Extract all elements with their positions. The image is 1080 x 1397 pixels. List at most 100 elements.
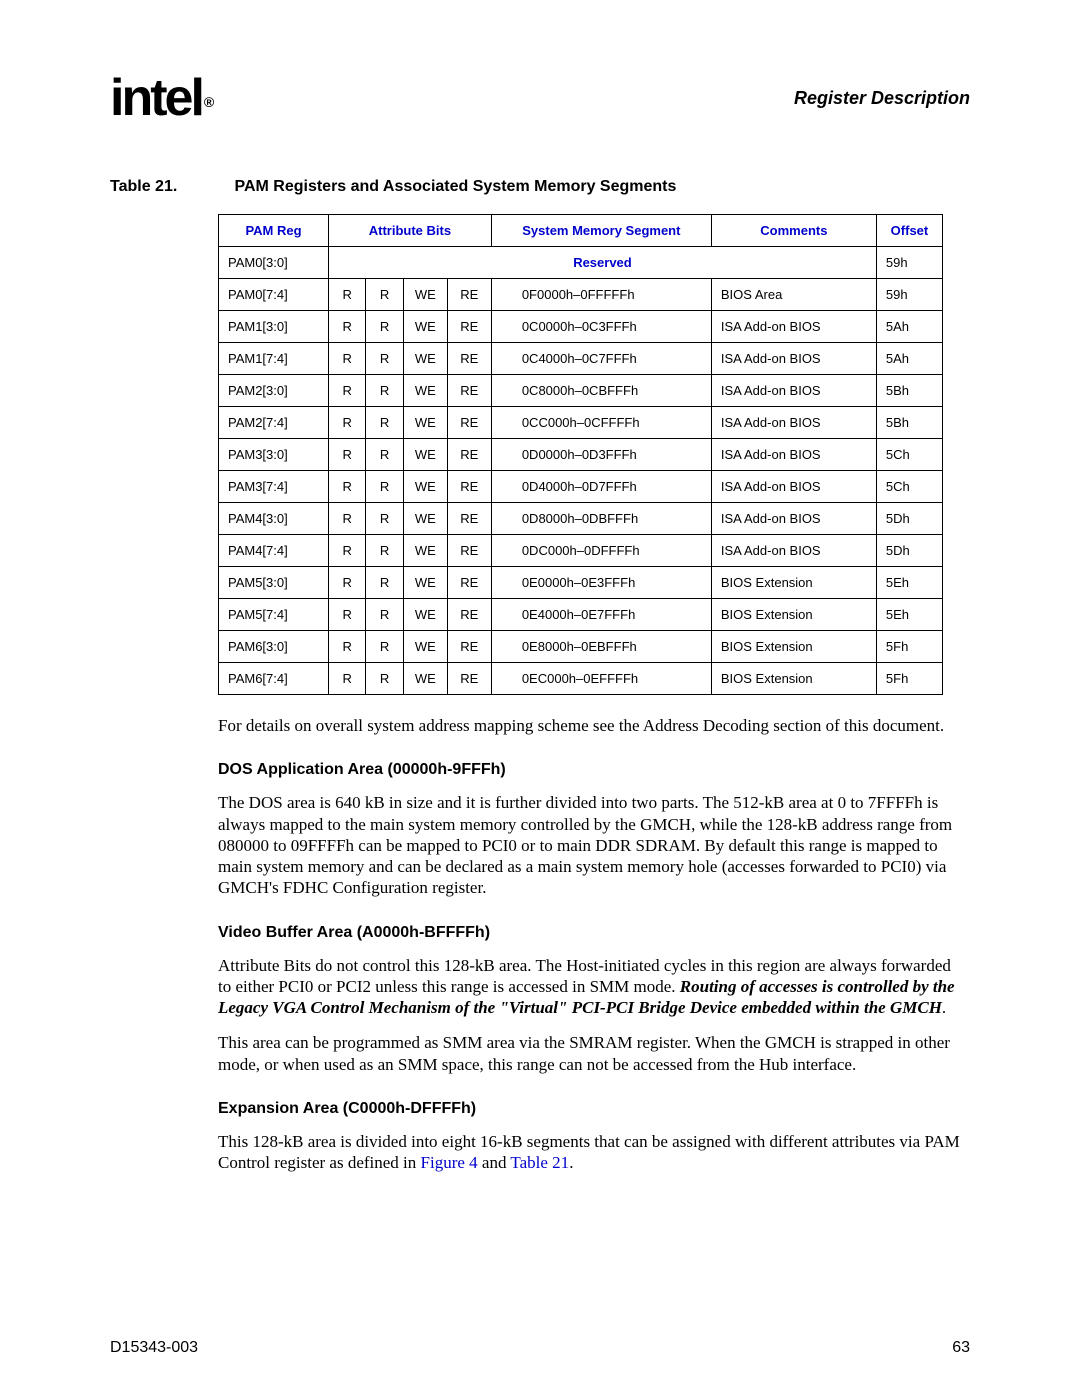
- text: This 128-kB area is divided into eight 1…: [218, 1132, 960, 1172]
- table-row: PAM0[3:0]Reserved59h: [219, 247, 943, 279]
- cell-attr: WE: [403, 439, 447, 471]
- cell-offset: 5Fh: [876, 663, 942, 695]
- body-text: For details on overall system address ma…: [218, 715, 963, 1173]
- cell-attr: R: [366, 407, 403, 439]
- table-body: PAM0[3:0]Reserved59hPAM0[7:4]RRWERE0F000…: [219, 247, 943, 695]
- cell-attr: R: [329, 471, 366, 503]
- cell-attr: R: [329, 567, 366, 599]
- cell-reg: PAM6[7:4]: [219, 663, 329, 695]
- cell-comments: BIOS Extension: [711, 599, 876, 631]
- cell-offset: 5Eh: [876, 599, 942, 631]
- cell-segment: 0E0000h–0E3FFFh: [491, 567, 711, 599]
- cell-segment: 0D0000h–0D3FFFh: [491, 439, 711, 471]
- cell-attr: R: [329, 375, 366, 407]
- cell-reg: PAM4[7:4]: [219, 535, 329, 567]
- cell-comments: ISA Add-on BIOS: [711, 375, 876, 407]
- cell-attr: RE: [447, 535, 491, 567]
- col-offset: Offset: [876, 215, 942, 247]
- text: .: [569, 1153, 573, 1172]
- cell-offset: 5Ah: [876, 311, 942, 343]
- cell-reg: PAM2[7:4]: [219, 407, 329, 439]
- cell-attr: WE: [403, 311, 447, 343]
- cell-segment: 0F0000h–0FFFFFh: [491, 279, 711, 311]
- cell-attr: WE: [403, 599, 447, 631]
- intel-logo: intel®: [110, 68, 209, 128]
- col-pam-reg: PAM Reg: [219, 215, 329, 247]
- cell-attr: WE: [403, 407, 447, 439]
- cell-reg: PAM0[7:4]: [219, 279, 329, 311]
- doc-number: D15343-003: [110, 1339, 198, 1357]
- page-header: intel® Register Description: [110, 68, 970, 128]
- cell-attr: RE: [447, 503, 491, 535]
- col-attribute-bits: Attribute Bits: [329, 215, 492, 247]
- table-label: Table 21.: [110, 178, 230, 196]
- table-header-row: PAM Reg Attribute Bits System Memory Seg…: [219, 215, 943, 247]
- table-row: PAM4[3:0]RRWERE0D8000h–0DBFFFhISA Add-on…: [219, 503, 943, 535]
- cell-segment: 0CC000h–0CFFFFh: [491, 407, 711, 439]
- cell-attr: WE: [403, 375, 447, 407]
- cell-segment: 0DC000h–0DFFFFh: [491, 535, 711, 567]
- cell-attr: RE: [447, 407, 491, 439]
- cell-offset: 5Ch: [876, 439, 942, 471]
- cell-reg: PAM0[3:0]: [219, 247, 329, 279]
- cell-attr: R: [329, 503, 366, 535]
- cell-attr: R: [366, 567, 403, 599]
- table-row: PAM4[7:4]RRWERE0DC000h–0DFFFFhISA Add-on…: [219, 535, 943, 567]
- cell-attr: RE: [447, 631, 491, 663]
- cell-attr: R: [329, 599, 366, 631]
- cell-reserved: Reserved: [329, 247, 877, 279]
- table-row: PAM6[7:4]RRWERE0EC000h–0EFFFFhBIOS Exten…: [219, 663, 943, 695]
- table-link[interactable]: Table 21: [510, 1153, 569, 1172]
- cell-comments: ISA Add-on BIOS: [711, 503, 876, 535]
- cell-attr: WE: [403, 279, 447, 311]
- section-heading-video: Video Buffer Area (A0000h-BFFFFh): [218, 923, 963, 943]
- cell-attr: WE: [403, 567, 447, 599]
- cell-attr: R: [366, 503, 403, 535]
- paragraph: The DOS area is 640 kB in size and it is…: [218, 792, 963, 898]
- cell-offset: 59h: [876, 247, 942, 279]
- text: and: [478, 1153, 511, 1172]
- cell-offset: 5Bh: [876, 375, 942, 407]
- cell-comments: BIOS Extension: [711, 567, 876, 599]
- cell-comments: BIOS Area: [711, 279, 876, 311]
- cell-attr: WE: [403, 503, 447, 535]
- cell-attr: RE: [447, 567, 491, 599]
- cell-comments: ISA Add-on BIOS: [711, 439, 876, 471]
- cell-offset: 5Dh: [876, 535, 942, 567]
- cell-attr: R: [366, 279, 403, 311]
- pam-registers-table: PAM Reg Attribute Bits System Memory Seg…: [218, 214, 943, 695]
- logo-text: intel: [110, 69, 202, 127]
- table-caption: Table 21. PAM Registers and Associated S…: [110, 178, 970, 196]
- cell-attr: R: [329, 439, 366, 471]
- cell-attr: R: [329, 535, 366, 567]
- cell-attr: WE: [403, 631, 447, 663]
- cell-attr: R: [329, 407, 366, 439]
- table-row: PAM2[7:4]RRWERE0CC000h–0CFFFFhISA Add-on…: [219, 407, 943, 439]
- cell-attr: WE: [403, 535, 447, 567]
- cell-segment: 0E4000h–0E7FFFh: [491, 599, 711, 631]
- cell-comments: ISA Add-on BIOS: [711, 407, 876, 439]
- table-row: PAM5[3:0]RRWERE0E0000h–0E3FFFhBIOS Exten…: [219, 567, 943, 599]
- table-row: PAM3[7:4]RRWERE0D4000h–0D7FFFhISA Add-on…: [219, 471, 943, 503]
- table-title: PAM Registers and Associated System Memo…: [234, 178, 676, 195]
- cell-attr: R: [329, 631, 366, 663]
- cell-attr: R: [329, 311, 366, 343]
- cell-offset: 5Fh: [876, 631, 942, 663]
- cell-attr: WE: [403, 343, 447, 375]
- cell-attr: R: [366, 535, 403, 567]
- cell-attr: R: [366, 343, 403, 375]
- cell-attr: R: [366, 311, 403, 343]
- page-number: 63: [952, 1339, 970, 1357]
- cell-attr: RE: [447, 439, 491, 471]
- cell-offset: 5Dh: [876, 503, 942, 535]
- cell-attr: RE: [447, 471, 491, 503]
- table-row: PAM3[3:0]RRWERE0D0000h–0D3FFFhISA Add-on…: [219, 439, 943, 471]
- cell-attr: R: [329, 343, 366, 375]
- text: .: [942, 998, 946, 1017]
- cell-segment: 0E8000h–0EBFFFh: [491, 631, 711, 663]
- cell-attr: RE: [447, 663, 491, 695]
- table-row: PAM1[3:0]RRWERE0C0000h–0C3FFFhISA Add-on…: [219, 311, 943, 343]
- cell-attr: WE: [403, 663, 447, 695]
- col-comments: Comments: [711, 215, 876, 247]
- figure-link[interactable]: Figure 4: [421, 1153, 478, 1172]
